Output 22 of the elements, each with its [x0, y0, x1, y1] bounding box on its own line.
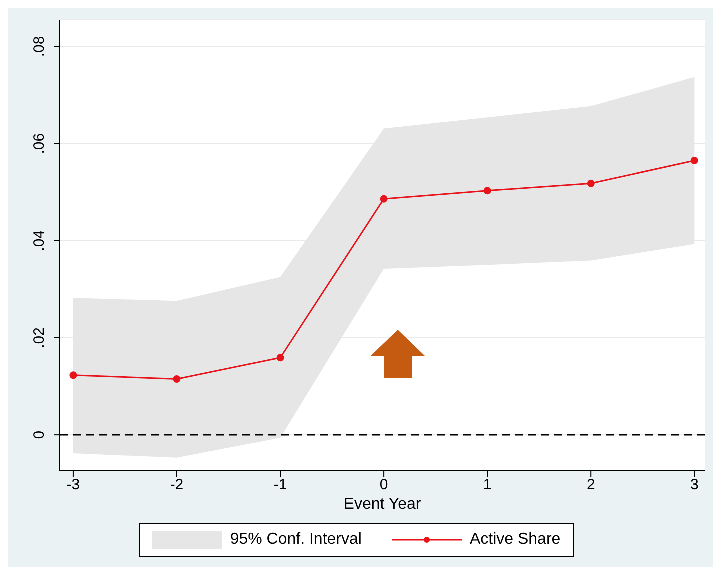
- x-tick-label: 2: [586, 476, 596, 494]
- x-tick-label: 3: [690, 476, 699, 494]
- y-tick-label: .04: [31, 230, 48, 252]
- x-tick-label: -1: [274, 476, 288, 494]
- point: [587, 180, 595, 188]
- x-tick-label: 1: [483, 476, 492, 494]
- y-tick-label: .08: [31, 36, 48, 58]
- y-tick-label: .02: [31, 328, 48, 348]
- point: [484, 187, 492, 195]
- point: [173, 375, 181, 383]
- text: 95% Conf. Interval: [230, 531, 362, 549]
- x-tick-label: 0: [380, 476, 388, 494]
- point: [70, 372, 78, 380]
- y-tick-label: .06: [31, 133, 48, 154]
- point: [380, 195, 388, 203]
- point: [690, 157, 698, 165]
- y-tick-label: 0: [31, 430, 48, 440]
- x-axis-title: Event Year: [344, 496, 422, 513]
- point: [276, 354, 284, 362]
- legend-label: Active Share: [470, 531, 561, 549]
- x-tick-label: -2: [170, 476, 184, 494]
- x-tick-label: -3: [66, 476, 80, 494]
